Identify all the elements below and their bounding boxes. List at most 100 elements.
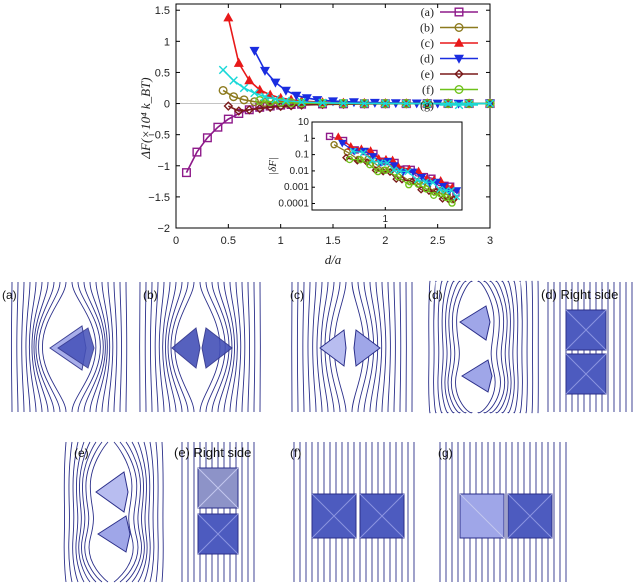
field-line: [495, 280, 509, 414]
data-point: [239, 95, 249, 105]
field-line: [150, 281, 153, 413]
field-line: [78, 441, 91, 583]
field-line: [162, 281, 171, 413]
field-line: [399, 281, 402, 413]
data-point: [464, 99, 474, 108]
field-line: [154, 281, 159, 413]
panel-label-d: (d): [428, 288, 443, 302]
data-point: [239, 83, 249, 93]
panel-label-g: (g): [438, 446, 453, 460]
legend: (a) (b)(c) (d)(e) (f)(g): [420, 5, 478, 112]
data-point: [255, 95, 265, 105]
field-line: [501, 280, 512, 414]
data-point: [381, 99, 390, 108]
field-line: [16, 281, 19, 413]
field-line: [28, 281, 37, 413]
inset-point: [376, 159, 384, 167]
field-line: [441, 280, 449, 414]
inset-point: [438, 183, 448, 191]
inset-point: [413, 176, 421, 184]
field-line: [71, 281, 97, 413]
data-point: [422, 99, 432, 108]
legend-marker: [454, 37, 464, 47]
series-group: [181, 12, 495, 178]
inset-point: [366, 146, 375, 154]
data-point: [259, 66, 270, 76]
field-line: [88, 441, 109, 583]
cube: [565, 309, 607, 351]
panel-label-e-right: (e) Right side: [174, 445, 251, 460]
data-point: [218, 65, 228, 75]
field-line: [217, 281, 233, 413]
panel-a: (a): [2, 281, 128, 413]
panel-e: (e): [63, 441, 164, 583]
data-point: [223, 12, 234, 22]
inset-point: [447, 186, 455, 194]
data-point: [348, 98, 359, 108]
inset-point: [390, 162, 399, 170]
data-point: [250, 88, 259, 98]
data-point: [229, 76, 238, 85]
cube: [359, 493, 405, 539]
field-line: [387, 281, 391, 413]
field-line: [296, 281, 299, 413]
panel-b: (b): [139, 281, 261, 413]
inset-y-tick-label: 10: [298, 117, 310, 128]
field-line: [83, 281, 104, 413]
field-line: [455, 280, 473, 414]
inset-point: [396, 167, 404, 175]
field-line: [531, 280, 534, 414]
y-tick-label: −1: [157, 161, 170, 173]
inset-point: [452, 187, 462, 195]
cube: [565, 353, 607, 395]
data-point: [223, 114, 233, 124]
particle-pair: [49, 325, 95, 371]
inset-series-clip: [325, 132, 462, 207]
field-line: [149, 441, 155, 583]
field-line: [161, 441, 164, 583]
x-tick-label: 0: [173, 235, 179, 247]
y-tick-label: 0: [164, 99, 170, 111]
field-line: [312, 281, 317, 413]
field-line: [507, 280, 515, 414]
cube: [459, 493, 505, 539]
data-point: [192, 147, 202, 157]
legend-label: (g): [420, 98, 434, 112]
particle: [171, 327, 201, 369]
x-tick-label: 1.5: [325, 235, 340, 247]
field-line: [302, 281, 305, 413]
field-line: [25, 281, 31, 413]
configuration-panels: (a) (b) (c) (d): [2, 280, 633, 583]
field-line: [375, 281, 383, 413]
legend-marker: [454, 54, 464, 64]
data-point: [270, 78, 281, 88]
x-axis-label: d/a: [325, 252, 342, 267]
main-chart: 0 0.5 1 1.5 2 2.5 3 1.5 1 0.5 0 −0.5 −1 −1.5 −2 ΔF(×10…: [138, 3, 495, 267]
field-line: [450, 280, 467, 414]
data-point: [318, 98, 327, 108]
y-tick-label: 1: [164, 36, 170, 48]
particle: [353, 329, 381, 367]
data-point: [244, 75, 255, 85]
inset-point: [349, 147, 357, 155]
field-line: [95, 281, 108, 413]
legend-label: (c): [421, 36, 434, 50]
field-lines: [291, 281, 413, 413]
inset-series-g: [349, 147, 461, 201]
inset-point: [422, 185, 431, 193]
panel-label-b: (b): [143, 288, 158, 302]
inset-point: [338, 139, 347, 148]
inset-point: [442, 187, 450, 195]
field-line: [170, 281, 189, 413]
inset-point: [381, 166, 389, 174]
field-line: [477, 280, 496, 414]
particle: [201, 327, 233, 369]
field-line: [68, 441, 73, 583]
field-line: [393, 281, 396, 413]
field-line: [428, 280, 431, 414]
field-line: [158, 281, 165, 413]
inset-point: [325, 132, 334, 141]
field-line: [144, 281, 147, 413]
particle: [459, 305, 491, 341]
panel-c: (c): [290, 281, 413, 413]
